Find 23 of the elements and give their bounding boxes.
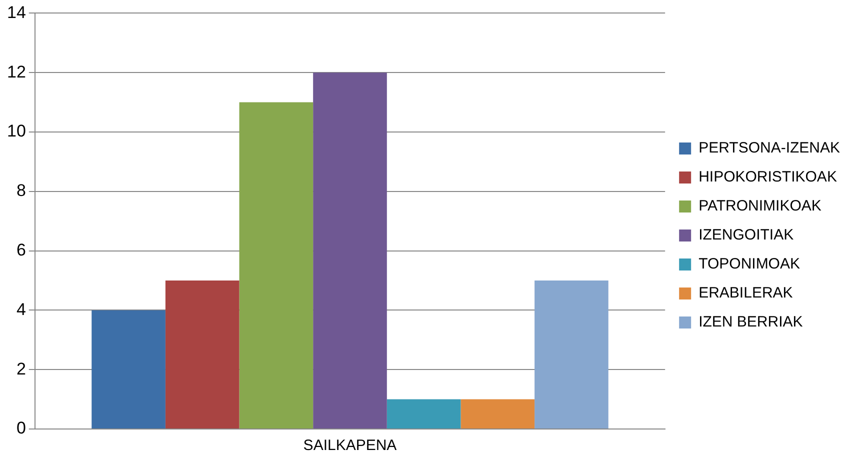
legend-label: ERABILERAK: [698, 284, 793, 302]
y-tick-label: 10: [6, 122, 26, 141]
legend-label: PERTSONA-IZENAK: [698, 140, 840, 157]
legend-label: IZEN BERRIAK: [698, 314, 803, 331]
bar: [239, 102, 314, 428]
bar: [165, 280, 240, 428]
legend-label: IZENGOITIAK: [698, 226, 794, 244]
bar: [534, 280, 608, 428]
bar: [313, 72, 387, 428]
legend-label: HIPOKORISTIKOAK: [698, 168, 837, 186]
bar: [92, 310, 166, 428]
y-tick-label: 12: [6, 62, 26, 82]
legend-label: TOPONIMOAK: [698, 256, 800, 273]
y-tick-label: 2: [16, 359, 26, 378]
y-tick-label: 4: [16, 300, 26, 319]
y-tick-label: 0: [16, 418, 26, 438]
bar: [386, 399, 461, 428]
y-tick-label: 14: [6, 2, 26, 22]
x-tick-label: SAILKAPENA: [303, 437, 397, 454]
y-tick-label: 8: [16, 181, 26, 200]
y-tick-label: 6: [16, 240, 26, 260]
bar: [460, 399, 535, 428]
legend-label: PATRONIMIKOAK: [698, 198, 822, 215]
